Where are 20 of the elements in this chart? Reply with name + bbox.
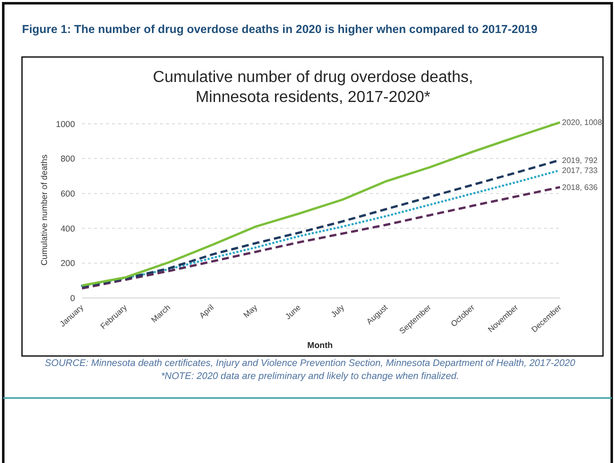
- line-series: [80, 186, 562, 290]
- x-axis-title: Month: [307, 340, 333, 350]
- source-note: SOURCE: Minnesota death certificates, Injury and Violence Prevention Section, Minnesota Department of Health, 2017-2020: [44, 358, 576, 369]
- y-tick-label: 1000: [56, 118, 76, 129]
- y-tick-label: 0: [70, 293, 76, 304]
- x-tick-label: May: [242, 302, 260, 320]
- chart-subtitle: Cumulative number of drug overdose deaths, Minnesota residents, 2017-2020*: [152, 69, 474, 106]
- y-tick-label: 200: [60, 258, 76, 268]
- line-series: [80, 121, 562, 287]
- annotation: 2018, 636: [562, 182, 598, 192]
- y-tick-label: 400: [60, 223, 76, 234]
- y-tick-label: 600: [60, 188, 76, 198]
- annotation: 2017, 733: [562, 166, 598, 176]
- x-tick-label: July: [329, 302, 346, 320]
- annotation: 2020, 1008: [562, 118, 603, 128]
- y-tick-label: 800: [60, 154, 76, 164]
- chart-title: Figure 1: The number of drug overdose deaths in 2020 is higher when compared to 2017-2019: [22, 23, 538, 36]
- y-axis-title: Cumulative number of deaths: [39, 154, 49, 266]
- annotation: 2019, 792: [562, 156, 598, 165]
- text: *NOTE: 2020 data are preliminary and likely to change when finalized.: [160, 371, 460, 382]
